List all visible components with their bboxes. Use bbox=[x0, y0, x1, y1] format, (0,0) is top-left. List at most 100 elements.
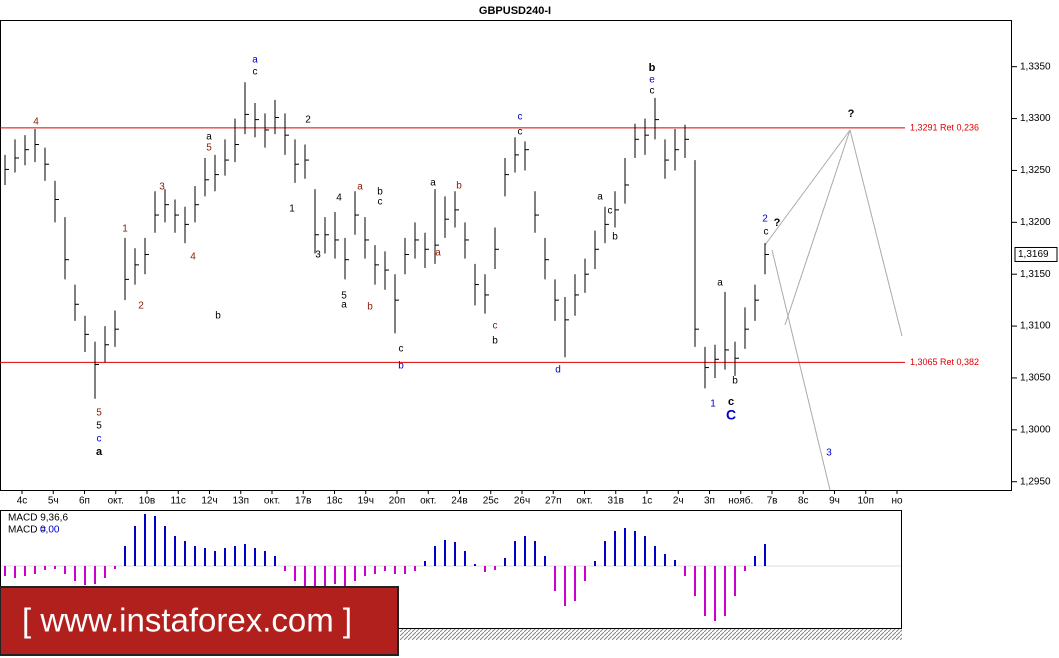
macd-value-label: MACD = bbox=[8, 525, 46, 536]
x-tick-label: 10в bbox=[139, 496, 155, 507]
wave-label: c bbox=[518, 112, 523, 123]
last-price-label: 1,3169 bbox=[1018, 249, 1049, 260]
wave-label: 2 bbox=[305, 115, 311, 126]
y-tick-label: 1,3300 bbox=[1020, 113, 1051, 124]
wave-label: b bbox=[649, 62, 656, 74]
forecast-line bbox=[771, 249, 831, 491]
wave-label: a bbox=[357, 182, 363, 193]
wave-label: c bbox=[493, 321, 498, 332]
wave-label: a bbox=[717, 278, 723, 289]
x-tick-label: 5ч bbox=[48, 496, 59, 507]
wave-label: c bbox=[728, 396, 734, 408]
last-price-box bbox=[1014, 246, 1058, 262]
x-tick-label: 27п bbox=[545, 496, 562, 507]
x-tick-label: 25c bbox=[483, 496, 499, 507]
wave-label: d bbox=[555, 365, 561, 376]
level-label: 1,3291 Ret 0,236 bbox=[910, 122, 979, 132]
price-frame bbox=[0, 20, 1012, 491]
wave-label: 5 bbox=[96, 421, 102, 432]
wave-label: ? bbox=[774, 217, 781, 229]
x-tick-label: окт. bbox=[420, 496, 436, 507]
x-tick-label: 7в bbox=[767, 496, 778, 507]
y-tick-label: 1,3350 bbox=[1020, 61, 1051, 72]
wave-label: c bbox=[650, 86, 655, 97]
wave-label: C bbox=[726, 407, 736, 423]
wave-label: c bbox=[518, 127, 523, 138]
x-tick-label: 11c bbox=[171, 496, 186, 507]
x-tick-label: 2ч bbox=[673, 496, 684, 507]
wave-label: b bbox=[398, 361, 404, 372]
wave-label: b bbox=[377, 187, 383, 198]
wave-label: c bbox=[399, 344, 404, 355]
wave-label: a bbox=[96, 446, 103, 458]
x-tick-label: 17в bbox=[295, 496, 311, 507]
wave-label: c bbox=[97, 434, 102, 445]
wave-label: 2 bbox=[138, 301, 144, 312]
x-tick-label: окт. bbox=[264, 496, 280, 507]
y-tick-label: 1,3150 bbox=[1020, 269, 1051, 280]
wave-label: 5 bbox=[341, 291, 347, 302]
wave-label: 3 bbox=[315, 250, 321, 261]
wave-label: 3 bbox=[159, 182, 165, 193]
x-tick-label: 4c bbox=[17, 496, 28, 507]
y-tick-label: 1,3200 bbox=[1020, 217, 1051, 228]
x-tick-label: 19ч bbox=[358, 496, 374, 507]
x-tick-label: окт. bbox=[108, 496, 124, 507]
y-tick-label: 1,2950 bbox=[1020, 476, 1051, 487]
x-tick-label: 6п bbox=[79, 496, 90, 507]
wave-label: a bbox=[597, 192, 603, 203]
watermark: [ www.instaforex.com ] bbox=[22, 602, 352, 639]
y-tick-label: 1,3000 bbox=[1020, 424, 1051, 435]
wave-label: 4 bbox=[190, 252, 196, 263]
y-tick-label: 1,3100 bbox=[1020, 321, 1051, 332]
x-tick-label: 18c bbox=[326, 496, 342, 507]
wave-label: ? bbox=[848, 108, 855, 120]
level-label: 1,3065 Ret 0,382 bbox=[910, 357, 979, 367]
wave-label: 4 bbox=[336, 193, 342, 204]
wave-label: c bbox=[608, 206, 613, 217]
hatch-strip bbox=[400, 629, 902, 640]
wave-label: b bbox=[732, 376, 738, 387]
forecast-line bbox=[764, 129, 851, 246]
chart-title: GBPUSD240-I bbox=[479, 5, 551, 17]
x-tick-label: 9ч bbox=[829, 496, 840, 507]
wave-label: b bbox=[492, 336, 498, 347]
wave-label: c bbox=[253, 67, 258, 78]
wave-label: a bbox=[206, 132, 212, 143]
x-tick-label: 24в bbox=[451, 496, 467, 507]
x-tick-label: 31в bbox=[608, 496, 624, 507]
wave-label: a bbox=[252, 55, 258, 66]
wave-label: a bbox=[341, 300, 347, 311]
wave-label: 3 bbox=[826, 448, 832, 459]
wave-label: a bbox=[430, 178, 436, 189]
wave-label: c bbox=[378, 197, 383, 208]
y-tick-label: 1,3050 bbox=[1020, 373, 1051, 384]
x-tick-label: 12ч bbox=[201, 496, 217, 507]
x-tick-label: 3п bbox=[704, 496, 715, 507]
wave-label: 1 bbox=[710, 399, 716, 410]
wave-label: b bbox=[367, 302, 373, 313]
wave-label: a bbox=[435, 248, 441, 259]
x-tick-label: нояб. bbox=[728, 495, 753, 507]
wave-label: 4 bbox=[33, 117, 39, 128]
forecast-line bbox=[784, 129, 851, 326]
x-tick-label: 13п bbox=[232, 496, 249, 507]
forecast-line bbox=[849, 129, 903, 337]
y-tick-label: 1,3250 bbox=[1020, 165, 1051, 176]
wave-label: 2 bbox=[762, 214, 768, 225]
x-tick-label: 8c bbox=[798, 496, 809, 507]
x-tick-label: но bbox=[891, 496, 903, 507]
macd-frame bbox=[0, 510, 902, 629]
wave-label: 1 bbox=[122, 224, 128, 235]
x-tick-label: 20п bbox=[389, 496, 406, 507]
wave-label: b bbox=[456, 181, 462, 192]
wave-label: 5 bbox=[206, 143, 212, 154]
macd-value: 0,00 bbox=[40, 525, 60, 536]
wave-label: e bbox=[649, 75, 655, 86]
x-tick-label: 1c bbox=[642, 496, 653, 507]
watermark-box bbox=[0, 586, 399, 656]
wave-label: b bbox=[612, 232, 618, 243]
x-tick-label: 10п bbox=[857, 496, 874, 507]
x-tick-label: окт. bbox=[576, 496, 592, 507]
